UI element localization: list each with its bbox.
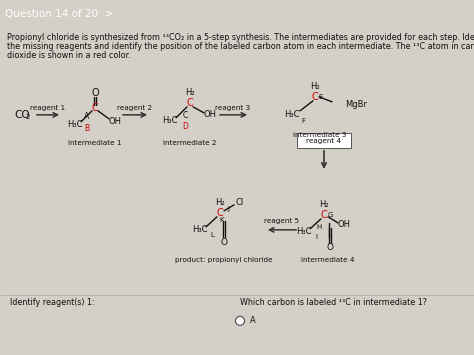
Text: H: H bbox=[316, 224, 322, 230]
Text: Cl: Cl bbox=[236, 198, 244, 207]
Text: H₃C: H₃C bbox=[192, 225, 208, 234]
Text: O: O bbox=[220, 238, 228, 247]
Text: CO: CO bbox=[14, 110, 29, 120]
Text: O: O bbox=[327, 243, 334, 252]
Text: MgBr: MgBr bbox=[345, 100, 367, 109]
Text: Propionyl chloride is synthesized from ¹³CO₂ in a 5-step synthesis. The intermed: Propionyl chloride is synthesized from ¹… bbox=[7, 33, 474, 42]
Text: J: J bbox=[227, 206, 229, 212]
Text: C: C bbox=[217, 208, 223, 218]
Text: OH: OH bbox=[109, 118, 121, 126]
Text: H₂: H₂ bbox=[319, 200, 329, 209]
Text: C: C bbox=[320, 210, 328, 220]
Text: H₃C: H₃C bbox=[162, 116, 178, 125]
Text: H₂: H₂ bbox=[185, 88, 195, 97]
Text: L: L bbox=[210, 232, 214, 238]
Text: H₃C: H₃C bbox=[284, 110, 300, 119]
Text: K: K bbox=[220, 217, 224, 223]
Text: E: E bbox=[319, 94, 323, 100]
Text: reagent 5: reagent 5 bbox=[264, 218, 300, 224]
Text: C: C bbox=[311, 92, 319, 102]
Text: H₃C: H₃C bbox=[296, 227, 312, 236]
Text: A: A bbox=[250, 316, 256, 325]
Text: Identify reagent(s) 1:: Identify reagent(s) 1: bbox=[10, 298, 95, 307]
Text: intermediate 2: intermediate 2 bbox=[163, 140, 217, 146]
Text: reagent 3: reagent 3 bbox=[216, 105, 251, 111]
Text: A: A bbox=[84, 112, 90, 121]
Text: H₂: H₂ bbox=[215, 198, 225, 207]
Text: I: I bbox=[315, 234, 317, 240]
Text: C: C bbox=[91, 103, 99, 113]
Text: D: D bbox=[182, 122, 188, 131]
Text: dioxide is shown in a red color.: dioxide is shown in a red color. bbox=[7, 51, 131, 60]
Text: Question 14 of 20  >: Question 14 of 20 > bbox=[5, 9, 113, 19]
Text: B: B bbox=[84, 124, 90, 133]
Text: G: G bbox=[328, 212, 333, 218]
Text: reagent 1: reagent 1 bbox=[30, 105, 65, 111]
Text: OH: OH bbox=[203, 110, 217, 119]
FancyBboxPatch shape bbox=[297, 133, 351, 148]
Text: intermediate 4: intermediate 4 bbox=[301, 257, 355, 263]
Text: C: C bbox=[187, 98, 193, 108]
Text: OH: OH bbox=[337, 220, 350, 229]
Text: H₃C: H₃C bbox=[67, 120, 83, 129]
Text: reagent 4: reagent 4 bbox=[306, 138, 342, 144]
Text: 2: 2 bbox=[26, 114, 30, 120]
Text: C: C bbox=[182, 111, 188, 120]
Text: product: propionyl chloride: product: propionyl chloride bbox=[175, 257, 273, 263]
Text: H₂: H₂ bbox=[310, 82, 320, 91]
Text: F: F bbox=[301, 118, 305, 124]
Text: O: O bbox=[91, 88, 99, 98]
Text: reagent 2: reagent 2 bbox=[118, 105, 153, 111]
Text: intermediate 3: intermediate 3 bbox=[293, 132, 347, 138]
Text: the missing reagents and identify the position of the labeled carbon atom in eac: the missing reagents and identify the po… bbox=[7, 42, 474, 51]
Text: intermediate 1: intermediate 1 bbox=[68, 140, 122, 146]
Text: Which carbon is labeled ¹³C in intermediate 1?: Which carbon is labeled ¹³C in intermedi… bbox=[240, 298, 427, 307]
Circle shape bbox=[236, 316, 245, 325]
